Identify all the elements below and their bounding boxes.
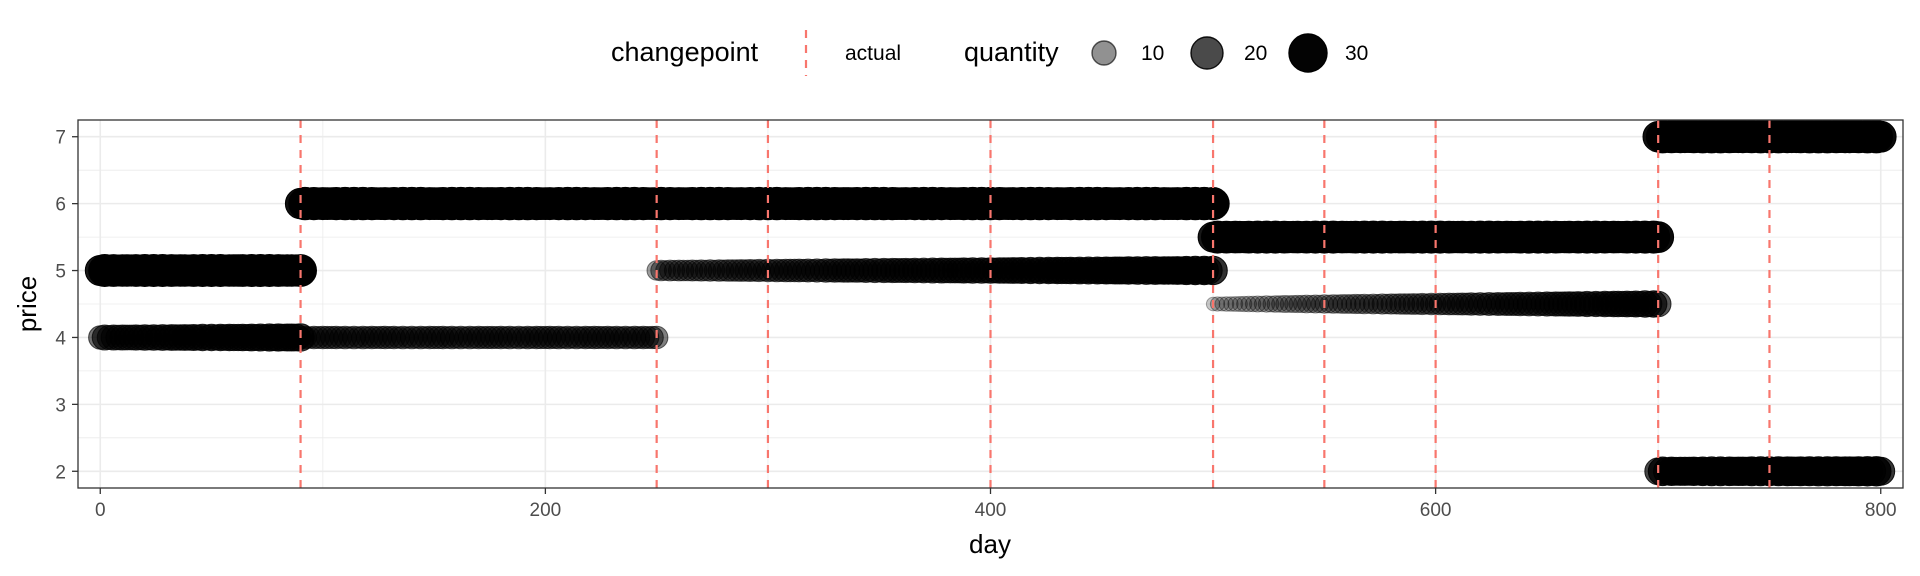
plot-panel bbox=[77, 119, 1904, 489]
data-point bbox=[1266, 295, 1285, 313]
y-axis: 2 3 4 5 6 7 bbox=[55, 128, 78, 483]
data-point bbox=[1864, 120, 1897, 153]
data-point bbox=[1249, 295, 1267, 313]
data-point bbox=[1236, 295, 1253, 313]
data-point bbox=[1332, 294, 1352, 314]
data-point bbox=[707, 259, 731, 282]
data-point bbox=[1240, 295, 1257, 313]
y-tick-label: 3 bbox=[55, 395, 66, 416]
data-point bbox=[1218, 296, 1235, 312]
y-tick-label: 2 bbox=[55, 462, 66, 483]
legend-size-key bbox=[1288, 33, 1328, 73]
legend-size-label: 10 bbox=[1141, 42, 1164, 65]
y-tick-label: 6 bbox=[55, 195, 66, 216]
data-point bbox=[1227, 296, 1244, 312]
data-point bbox=[1275, 295, 1294, 313]
x-tick-label: 400 bbox=[975, 500, 1007, 521]
y-axis-title: price bbox=[12, 276, 42, 332]
y-tick-label: 7 bbox=[55, 128, 66, 149]
data-point bbox=[1288, 294, 1307, 314]
data-point bbox=[1253, 295, 1271, 313]
data-point bbox=[1866, 456, 1896, 486]
data-point bbox=[1223, 296, 1239, 312]
data-point bbox=[1362, 293, 1384, 315]
data-point bbox=[668, 259, 690, 282]
data-point bbox=[672, 259, 695, 282]
legend-size-label: 20 bbox=[1244, 42, 1267, 65]
x-axis: 0 200 400 600 800 bbox=[95, 488, 1897, 521]
legend-changepoint-label: actual bbox=[845, 42, 901, 65]
x-tick-label: 800 bbox=[1865, 500, 1897, 521]
data-points bbox=[84, 120, 1897, 487]
x-axis-title: day bbox=[969, 529, 1011, 559]
data-point bbox=[1420, 292, 1443, 316]
data-point bbox=[1310, 294, 1330, 314]
legend-quantity-title: quantity bbox=[964, 37, 1059, 67]
legend-size-label: 30 bbox=[1345, 42, 1368, 65]
data-point bbox=[690, 259, 713, 282]
data-point bbox=[1284, 295, 1303, 313]
x-tick-label: 200 bbox=[530, 500, 562, 521]
legend-size-key bbox=[1190, 36, 1224, 70]
data-point bbox=[1642, 221, 1675, 254]
data-point bbox=[1341, 294, 1361, 314]
legend-size-key bbox=[1091, 40, 1117, 66]
data-point bbox=[1411, 292, 1434, 316]
changepoint-lines bbox=[299, 120, 1771, 488]
y-tick-label: 4 bbox=[55, 328, 66, 349]
legend: changepoint actual quantity 10 20 30 bbox=[611, 30, 1368, 76]
y-tick-label: 5 bbox=[55, 262, 66, 283]
data-point bbox=[1257, 295, 1276, 313]
data-point bbox=[1354, 293, 1375, 315]
data-point bbox=[1389, 293, 1411, 315]
data-point bbox=[681, 259, 704, 282]
x-tick-label: 0 bbox=[95, 500, 106, 521]
data-point bbox=[1301, 294, 1321, 314]
data-point bbox=[1293, 294, 1312, 314]
legend-changepoint-title: changepoint bbox=[611, 37, 759, 67]
data-point bbox=[1328, 294, 1348, 314]
data-point bbox=[1336, 294, 1357, 314]
legend-quantity-keys: 10 20 30 bbox=[1091, 33, 1368, 73]
data-point bbox=[659, 259, 681, 282]
data-point bbox=[1279, 295, 1298, 313]
data-point bbox=[1345, 293, 1366, 315]
data-point bbox=[1271, 295, 1289, 313]
data-point bbox=[1297, 294, 1316, 314]
data-point bbox=[1231, 296, 1248, 312]
data-point bbox=[1319, 294, 1339, 314]
data-point bbox=[698, 259, 722, 282]
data-point bbox=[1244, 295, 1262, 313]
data-point bbox=[1262, 295, 1280, 313]
data-point bbox=[1393, 293, 1416, 315]
data-point bbox=[1214, 296, 1230, 312]
x-tick-label: 600 bbox=[1420, 500, 1452, 521]
